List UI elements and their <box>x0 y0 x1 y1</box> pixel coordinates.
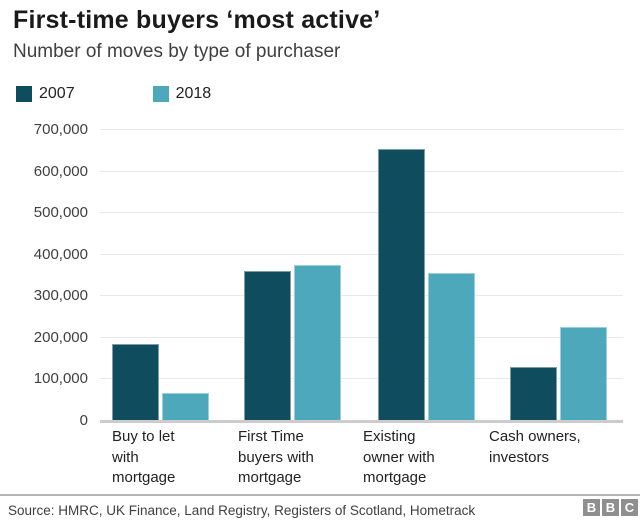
footer-divider <box>0 494 640 496</box>
x-axis-label-1: Buy to let with mortgage <box>112 428 176 487</box>
bar-2007-cash-owners-investors <box>510 367 557 420</box>
gridline <box>100 170 623 172</box>
bar-2018-buy-to-let-with-mortgage <box>162 393 209 420</box>
y-axis: 0 100,000 200,000 300,000 400,000 500,000 600,… <box>0 121 88 429</box>
gridline <box>100 378 623 380</box>
x-axis-label-2: First Time buyers with mortgage <box>238 428 314 487</box>
x-axis-label-3: Existing owner with mortgage <box>363 428 435 487</box>
x-axis-labels: Buy to let with mortgage First Time buyer… <box>100 427 623 493</box>
bbc-logo-letter: B <box>602 499 619 516</box>
chart-legend: 2007 2018 <box>16 85 211 103</box>
bar-chart-plot-area <box>100 129 623 423</box>
bbc-logo-letter: B <box>583 499 600 516</box>
chart-subtitle: Number of moves by type of purchaser <box>13 41 341 62</box>
gridline <box>100 295 623 297</box>
y-tick-label: 200,000 <box>33 328 88 346</box>
x-axis-baseline <box>100 420 623 423</box>
legend-label: 2007 <box>39 85 75 102</box>
y-tick-label: 300,000 <box>33 287 88 305</box>
legend-item-2007: 2007 <box>16 85 75 103</box>
bar-2007-existing-owner-with-mortgage <box>378 149 425 420</box>
bar-group-2 <box>244 265 341 420</box>
y-tick-label: 400,000 <box>33 245 88 263</box>
y-tick-label: 0 <box>79 412 88 429</box>
y-tick-label: 100,000 <box>33 370 88 388</box>
y-tick-label: 500,000 <box>33 204 88 222</box>
gridline <box>100 336 623 338</box>
y-tick-label: 700,000 <box>33 121 88 138</box>
bar-group-1 <box>112 344 209 420</box>
legend-swatch-icon <box>152 86 169 102</box>
gridline <box>100 212 623 214</box>
bar-2018-existing-owner-with-mortgage <box>428 273 475 420</box>
bar-group-4 <box>510 327 607 420</box>
y-tick-label: 600,000 <box>33 162 88 180</box>
bar-2007-first-time-buyers-with-mortgage <box>244 271 291 420</box>
legend-item-2018: 2018 <box>152 85 212 103</box>
source-text: Source: HMRC, UK Finance, Land Registry,… <box>8 503 476 518</box>
bar-2018-cash-owners-investors <box>560 327 607 420</box>
legend-swatch-icon <box>16 86 32 102</box>
x-axis-label-4: Cash owners, investors <box>489 428 581 466</box>
gridline <box>100 129 623 130</box>
chart-title: First-time buyers ‘most active’ <box>13 6 381 34</box>
gridline <box>100 253 623 255</box>
bar-2018-first-time-buyers-with-mortgage <box>294 265 341 420</box>
bbc-logo-letter: C <box>621 499 638 516</box>
bar-group-3 <box>378 149 475 420</box>
bar-2007-buy-to-let-with-mortgage <box>112 344 159 420</box>
legend-label: 2018 <box>175 85 212 102</box>
